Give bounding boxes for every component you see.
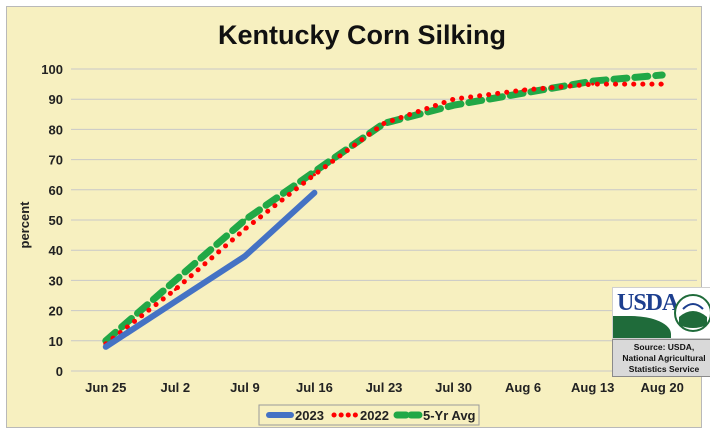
data-point-2022: [452, 97, 456, 101]
data-point-2023: [104, 345, 108, 349]
usda-logo: USDA: [612, 287, 710, 339]
y-tick-label: 90: [49, 92, 63, 107]
x-tick-label: Jul 30: [435, 380, 472, 395]
legend-label: 5-Yr Avg: [423, 408, 476, 423]
series-line-2023: [102, 189, 318, 350]
source-line-1: Source: USDA,: [633, 342, 695, 352]
y-tick-label: 60: [49, 183, 63, 198]
series-layer: [102, 71, 666, 350]
y-tick-label: 50: [49, 213, 63, 228]
chart-title: Kentucky Corn Silking: [218, 20, 506, 50]
data-point-5-yr-avg: [312, 170, 316, 174]
data-point-2023: [312, 191, 316, 195]
x-tick-label: Jul 9: [230, 380, 260, 395]
data-point-2023: [173, 300, 177, 304]
y-tick-label: 100: [41, 62, 63, 77]
legend-label: 2023: [295, 408, 324, 423]
legend-label: 2022: [360, 408, 389, 423]
data-point-2022: [382, 121, 386, 125]
y-tick-label: 20: [49, 304, 63, 319]
usda-badge: USDA Source: USDA, National Agricultural…: [612, 287, 710, 377]
y-tick-label: 80: [49, 122, 63, 137]
data-point-2022: [591, 82, 595, 86]
x-tick-label: Aug 13: [571, 380, 614, 395]
x-tick-label: Jul 2: [161, 380, 191, 395]
y-tick-label: 40: [49, 243, 63, 258]
y-tick-label: 70: [49, 153, 63, 168]
x-tick-label: Jun 25: [85, 380, 126, 395]
chart-frame: Kentucky Corn Silking 0 10 20 30 40 50 60 70 80 9…: [6, 6, 710, 428]
x-axis-ticks: Jun 25 Jul 2 Jul 9 Jul 16 Jul 23 Jul 30 Aug 6 A…: [85, 380, 684, 395]
y-axis-ticks: 0 10 20 30 40 50 60 70 80 90 100: [41, 62, 63, 379]
x-tick-label: Jul 16: [296, 380, 333, 395]
series-line-5-yr-avg: [102, 71, 666, 345]
data-point-5-yr-avg: [660, 73, 664, 77]
line-chart: Kentucky Corn Silking 0 10 20 30 40 50 60 70 80 9…: [17, 20, 697, 426]
y-tick-label: 30: [49, 273, 63, 288]
source-line-3: Statistics Service: [628, 364, 700, 374]
gridlines: [71, 68, 697, 372]
legend: 2023 2022 5-Yr Avg: [258, 404, 480, 426]
x-tick-label: Aug 6: [505, 380, 541, 395]
x-tick-label: Aug 20: [641, 380, 684, 395]
data-point-2022: [521, 88, 525, 92]
agriculture-counts-seal-icon: [674, 294, 710, 332]
data-point-5-yr-avg: [452, 103, 456, 107]
data-point-5-yr-avg: [243, 218, 247, 222]
legend-box: [258, 404, 480, 426]
data-point-2022: [660, 82, 664, 86]
data-point-5-yr-avg: [521, 91, 525, 95]
x-tick-label: Jul 23: [366, 380, 403, 395]
data-point-5-yr-avg: [591, 79, 595, 83]
y-axis-label: percent: [17, 201, 32, 249]
data-point-2022: [173, 287, 177, 291]
data-point-2022: [243, 227, 247, 231]
usda-logo-text: USDA: [617, 290, 679, 316]
data-point-2023: [243, 254, 247, 258]
source-note: Source: USDA, National Agricultural Stat…: [612, 339, 710, 377]
source-line-2: National Agricultural: [622, 353, 706, 363]
y-tick-label: 0: [56, 364, 63, 379]
data-point-5-yr-avg: [173, 278, 177, 282]
usda-wave-icon: [613, 316, 671, 338]
y-tick-label: 10: [49, 334, 63, 349]
data-point-2022: [312, 173, 316, 177]
